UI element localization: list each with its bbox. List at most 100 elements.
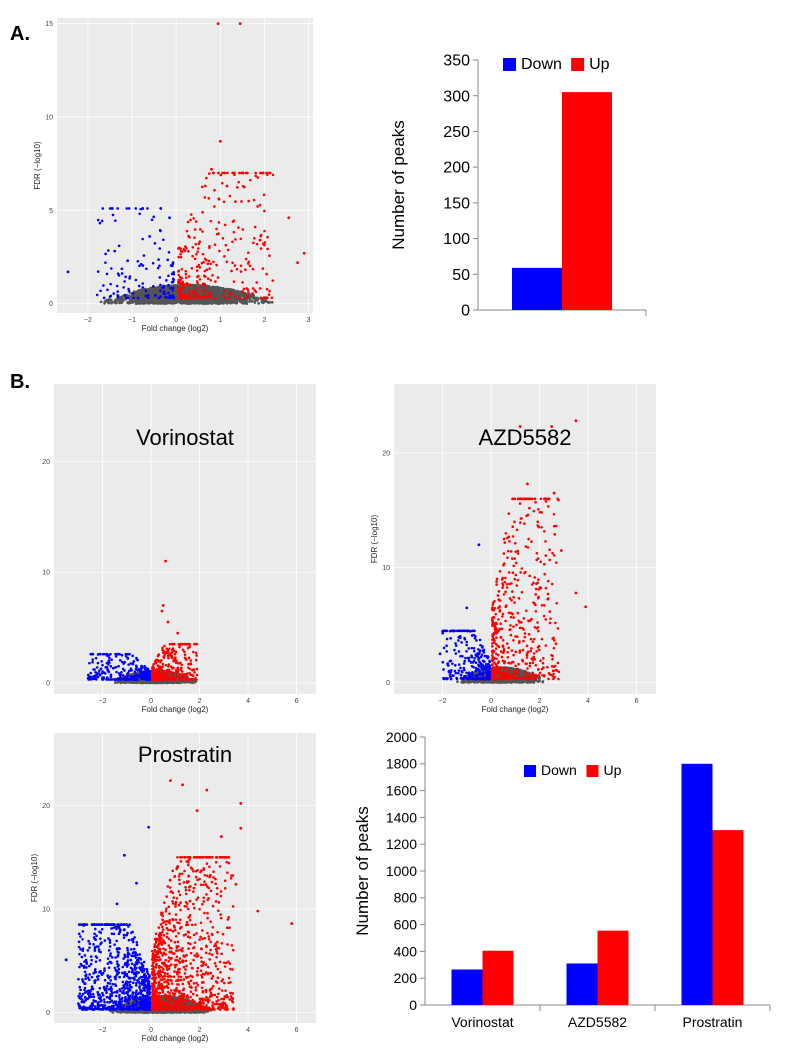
volcano-point bbox=[115, 284, 119, 288]
volcano-point bbox=[238, 296, 242, 300]
volcano-point bbox=[151, 285, 155, 288]
volcano-point bbox=[208, 294, 212, 297]
volcano-point bbox=[133, 670, 137, 673]
volcano-point bbox=[147, 296, 150, 300]
volcano-point bbox=[182, 289, 186, 293]
volcano-point bbox=[244, 171, 248, 175]
volcano-point bbox=[96, 218, 100, 222]
volcano-point bbox=[209, 262, 212, 266]
volcano-point bbox=[110, 207, 114, 210]
volcano-point bbox=[142, 675, 145, 678]
volcano-point bbox=[131, 292, 135, 295]
volcano-point bbox=[215, 263, 218, 267]
volcano-point bbox=[128, 299, 132, 303]
volcano-point bbox=[138, 212, 141, 216]
volcano-point bbox=[126, 259, 130, 263]
volcano-point bbox=[254, 290, 258, 294]
volcano-point bbox=[117, 664, 120, 668]
volcano-point bbox=[251, 267, 255, 271]
volcano-point bbox=[259, 233, 263, 237]
volcano-point bbox=[257, 302, 260, 305]
volcano-point bbox=[226, 171, 229, 175]
volcano-point bbox=[158, 276, 162, 279]
volcano-point bbox=[124, 296, 128, 300]
volcano-point bbox=[212, 260, 215, 264]
volcano-point bbox=[207, 259, 211, 263]
volcano-point bbox=[262, 193, 266, 197]
volcano-point bbox=[123, 293, 127, 297]
volcano-point bbox=[209, 278, 213, 282]
volcano-point bbox=[107, 659, 111, 662]
volcano-point bbox=[235, 296, 238, 299]
volcano-point bbox=[234, 238, 237, 241]
volcano-point bbox=[170, 301, 174, 304]
volcano-point bbox=[251, 287, 255, 290]
volcano-point bbox=[113, 249, 117, 253]
volcano-point bbox=[199, 228, 202, 231]
volcano-point bbox=[232, 171, 235, 175]
volcano-point bbox=[216, 290, 220, 294]
volcano-point bbox=[141, 207, 145, 210]
volcano-point bbox=[296, 261, 299, 264]
volcano-point bbox=[92, 668, 95, 671]
volcano-y-tick-label: 15 bbox=[45, 21, 53, 28]
volcano-point bbox=[193, 228, 197, 231]
volcano-point bbox=[196, 282, 200, 285]
volcano-point bbox=[147, 288, 151, 291]
volcano-point bbox=[271, 279, 275, 282]
volcano-point bbox=[99, 289, 102, 293]
volcano-point bbox=[216, 276, 220, 279]
volcano-point bbox=[116, 652, 119, 656]
volcano-point bbox=[126, 657, 130, 660]
volcano-point bbox=[139, 296, 143, 300]
volcano-point bbox=[232, 280, 236, 283]
volcano-point bbox=[167, 250, 171, 254]
volcano-point bbox=[141, 290, 145, 293]
volcano-point bbox=[121, 667, 125, 671]
volcano-point bbox=[253, 299, 257, 303]
volcano-point bbox=[120, 272, 124, 275]
volcano-point bbox=[188, 290, 191, 293]
volcano-point bbox=[214, 280, 217, 283]
volcano-point bbox=[254, 171, 257, 175]
volcano-x-axis-label: Fold change (log2) bbox=[142, 324, 209, 333]
volcano-point bbox=[110, 267, 113, 270]
volcano-point bbox=[116, 681, 120, 684]
volcano-point bbox=[164, 663, 168, 667]
volcano-point bbox=[134, 207, 138, 210]
volcano-point bbox=[172, 270, 175, 274]
volcano-point bbox=[88, 661, 91, 665]
volcano-point bbox=[198, 266, 202, 269]
volcano-point bbox=[220, 298, 224, 301]
volcano-point bbox=[151, 261, 155, 265]
volcano-point bbox=[162, 238, 165, 242]
volcano-point bbox=[123, 280, 126, 283]
volcano-point bbox=[109, 282, 112, 286]
volcano-point bbox=[259, 296, 263, 300]
volcano-point bbox=[239, 237, 243, 241]
volcano-point bbox=[202, 301, 206, 305]
volcano-x-tick-label: −2 bbox=[84, 317, 92, 324]
volcano-point bbox=[119, 299, 122, 303]
volcano-point bbox=[227, 296, 231, 300]
volcano-point bbox=[139, 667, 143, 671]
volcano-point bbox=[140, 665, 144, 668]
volcano-point bbox=[266, 235, 269, 239]
volcano-point bbox=[198, 286, 202, 289]
volcano-point bbox=[235, 267, 239, 271]
volcano-point bbox=[259, 247, 263, 250]
volcano-point bbox=[113, 681, 117, 685]
volcano-point bbox=[164, 295, 167, 299]
volcano-point bbox=[171, 286, 175, 290]
volcano-point bbox=[167, 291, 170, 295]
volcano-point bbox=[168, 642, 172, 646]
volcano-point bbox=[265, 171, 268, 175]
volcano-point bbox=[105, 298, 108, 302]
volcano-point bbox=[202, 294, 205, 297]
volcano-point bbox=[171, 277, 175, 281]
volcano-point bbox=[232, 219, 236, 222]
volcano-point bbox=[174, 681, 178, 684]
volcano-point bbox=[128, 277, 131, 280]
volcano-point bbox=[163, 302, 167, 305]
